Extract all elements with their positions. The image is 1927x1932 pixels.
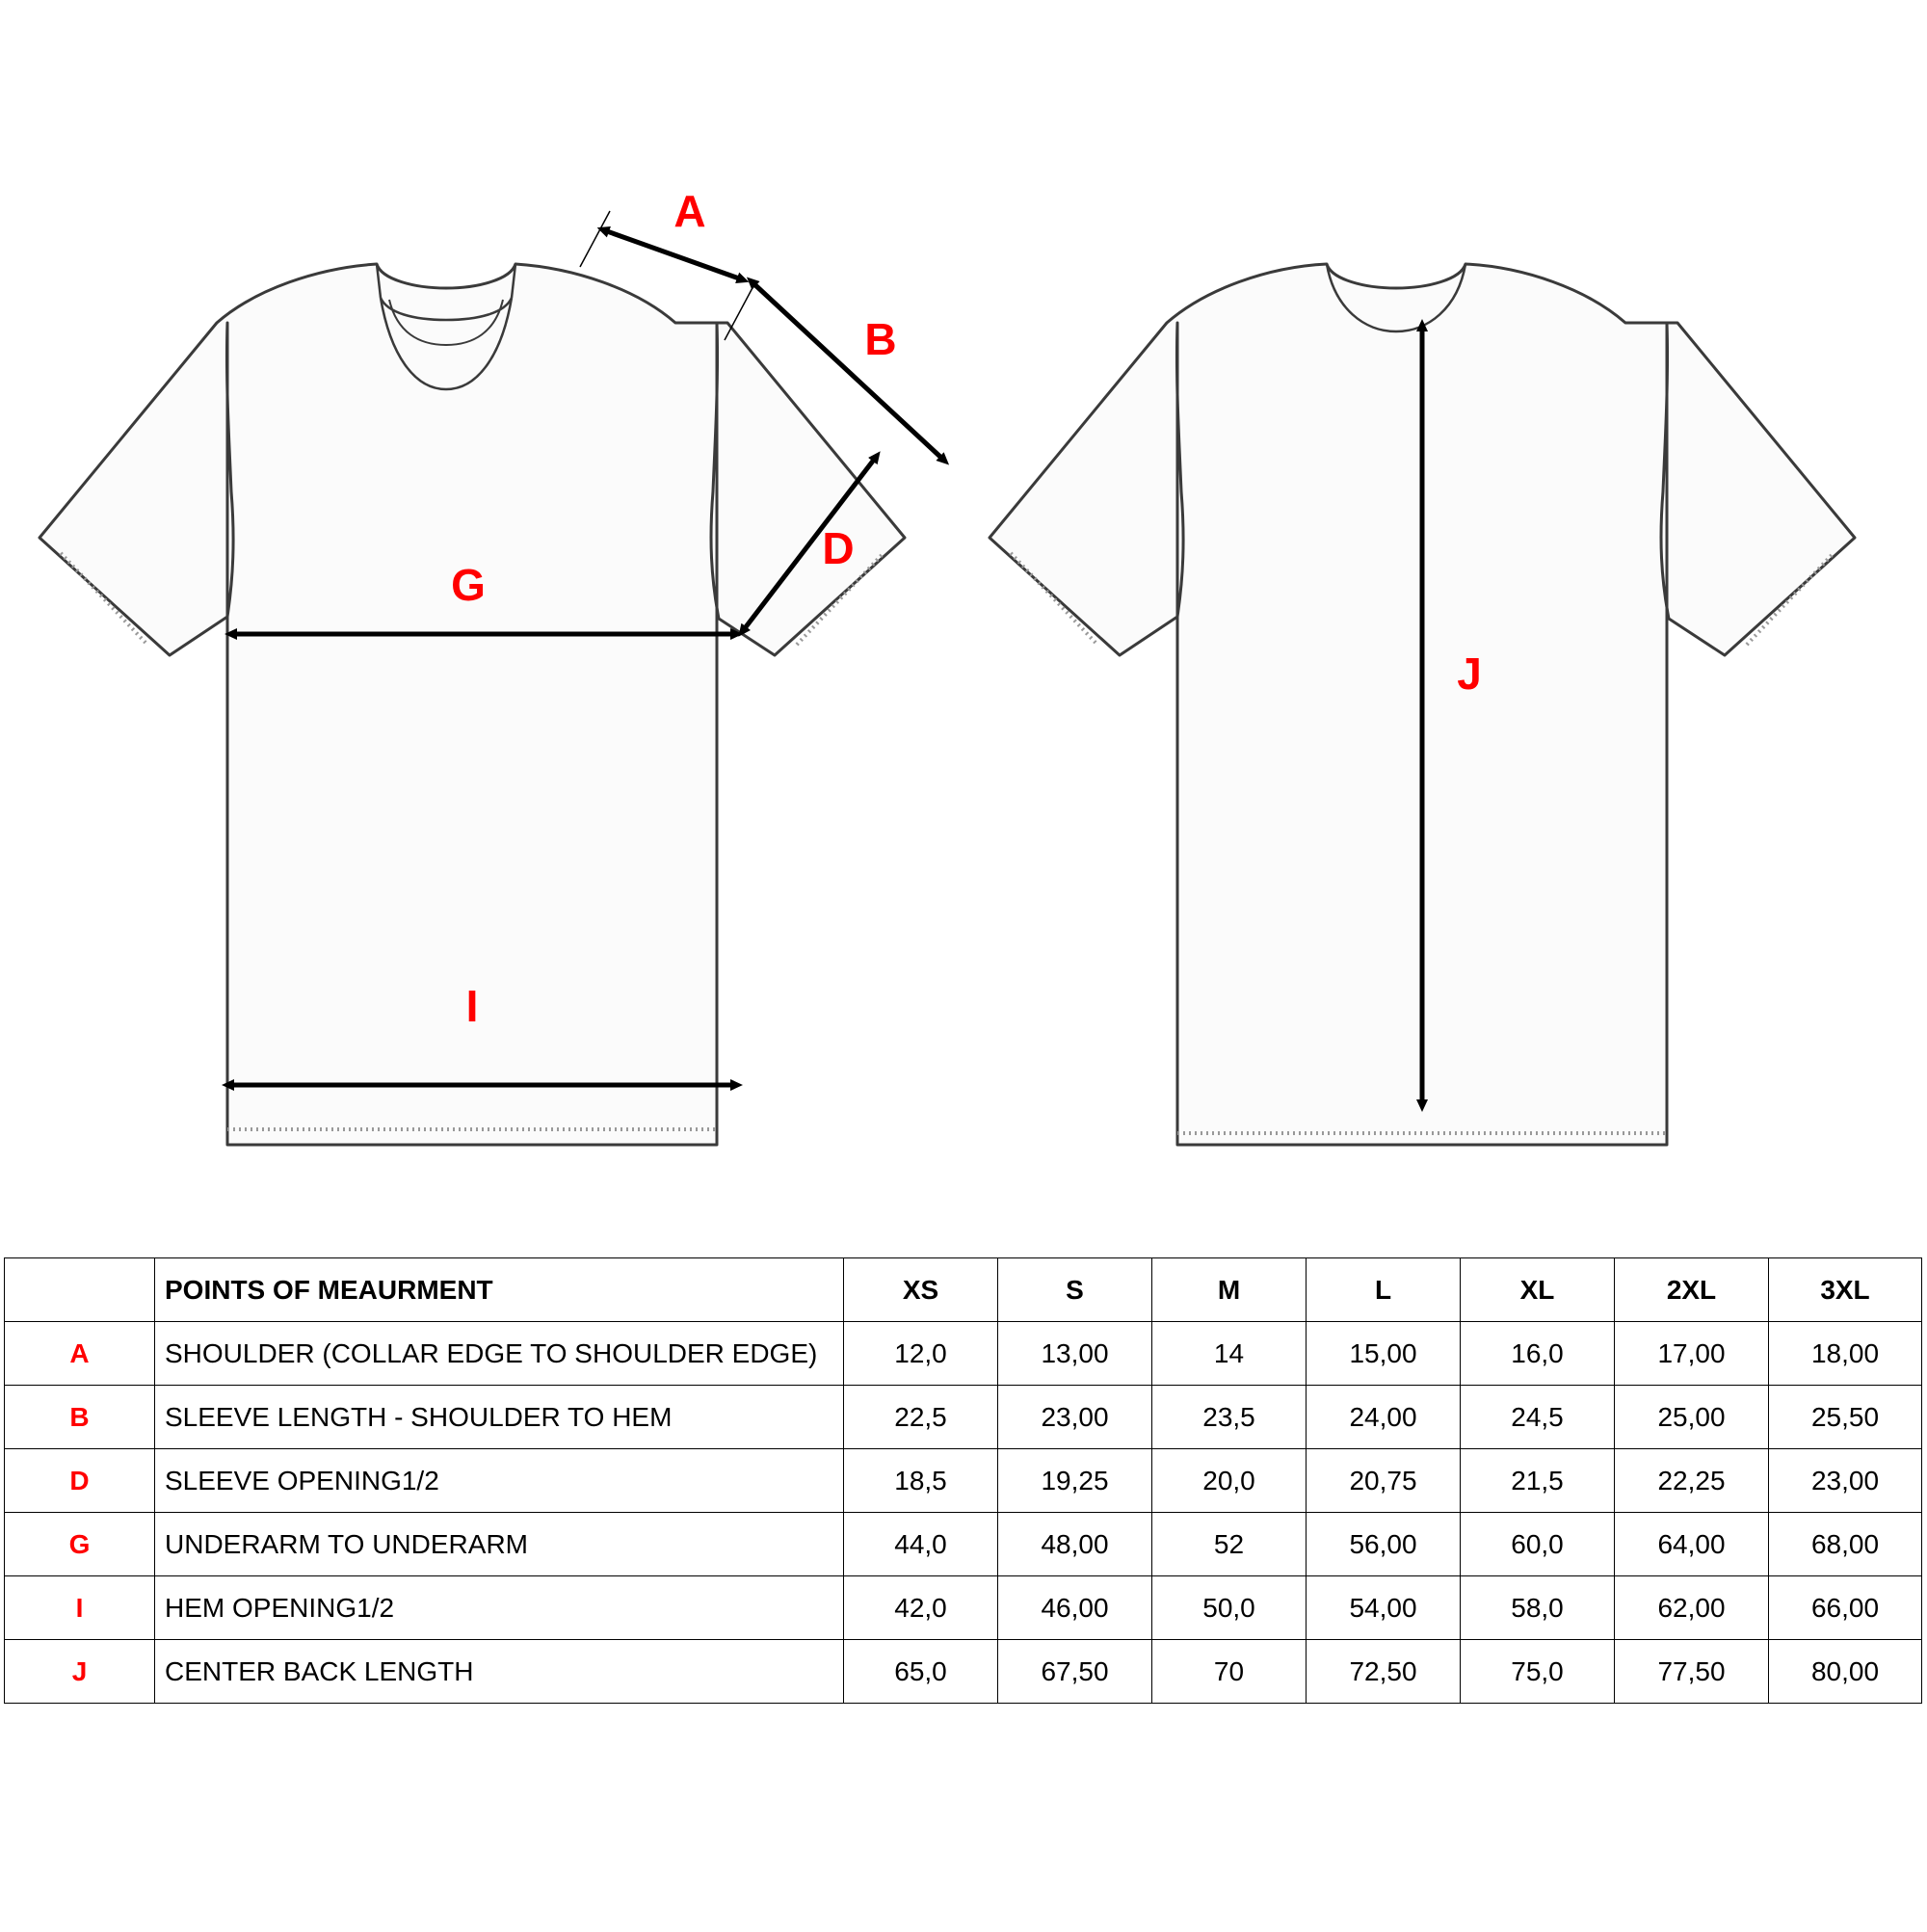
svg-text:J: J <box>1457 648 1482 699</box>
svg-text:G: G <box>451 560 486 610</box>
svg-text:I: I <box>466 981 479 1031</box>
svg-text:A: A <box>673 186 705 236</box>
svg-text:D: D <box>822 523 854 573</box>
svg-text:B: B <box>864 314 896 364</box>
